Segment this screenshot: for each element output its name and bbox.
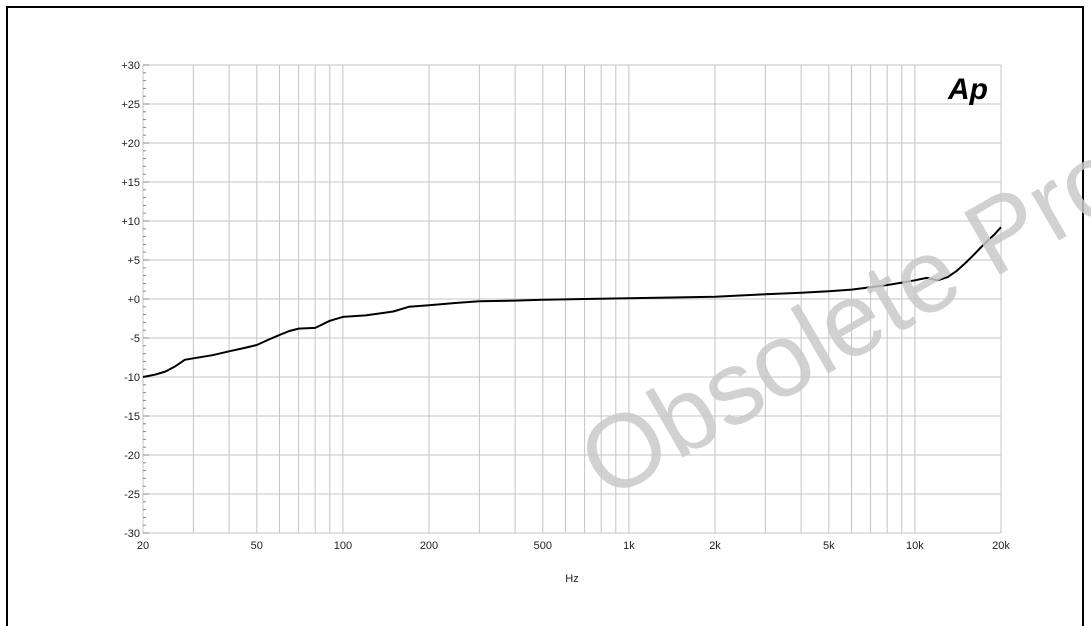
y-tick-label: -10 bbox=[124, 372, 140, 384]
x-tick-label: 1k bbox=[623, 540, 635, 552]
y-tick-label: +30 bbox=[121, 60, 140, 72]
x-tick-label: 20 bbox=[137, 540, 149, 552]
chart-frame bbox=[6, 6, 1084, 626]
x-axis-label: Hz bbox=[565, 573, 578, 585]
x-tick-label: 200 bbox=[420, 540, 438, 552]
y-tick-label: +0 bbox=[127, 294, 140, 306]
y-tick-label: +25 bbox=[121, 99, 140, 111]
y-tick-label: +5 bbox=[127, 255, 140, 267]
x-tick-label: 5k bbox=[823, 540, 835, 552]
grid bbox=[142, 64, 1002, 534]
y-tick-label: -30 bbox=[124, 528, 140, 540]
x-tick-label: 20k bbox=[992, 540, 1010, 552]
y-tick-label: +10 bbox=[121, 216, 140, 228]
y-tick-label: +20 bbox=[121, 138, 140, 150]
ap-logo: Ap bbox=[947, 73, 988, 106]
x-axis-ticks: 20 50 100 200 500 1k 2k 5k 10k 20k bbox=[137, 540, 1010, 552]
y-tick-label: -20 bbox=[124, 450, 140, 462]
x-tick-label: 100 bbox=[334, 540, 352, 552]
y-tick-label: -5 bbox=[130, 333, 140, 345]
x-tick-label: 50 bbox=[251, 540, 263, 552]
y-tick-label: +15 bbox=[121, 177, 140, 189]
series-layer bbox=[142, 226, 1002, 378]
series-line bbox=[142, 226, 1002, 378]
y-tick-label: -25 bbox=[124, 489, 140, 501]
y-axis-ticks: +30 +25 +20 +15 +10 +5 +0 -5 -10 -15 -20 -25 -30 bbox=[121, 60, 149, 540]
x-tick-label: 10k bbox=[906, 540, 924, 552]
x-tick-label: 2k bbox=[709, 540, 721, 552]
x-tick-label: 500 bbox=[534, 540, 552, 552]
y-tick-label: -15 bbox=[124, 411, 140, 423]
